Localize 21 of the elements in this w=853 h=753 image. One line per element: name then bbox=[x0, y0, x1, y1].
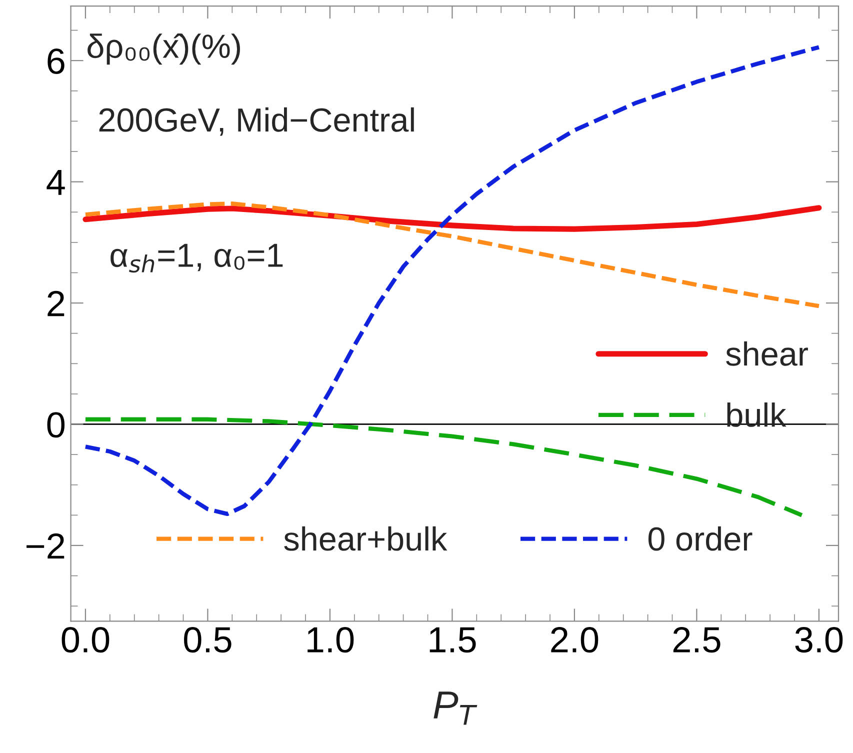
y-tick-label: 4 bbox=[46, 170, 65, 195]
legend-label: shear bbox=[726, 341, 808, 366]
annotation: 200GeV, Mid−Central bbox=[99, 107, 414, 136]
x-tick-label: 0.0 bbox=[62, 627, 110, 653]
y-tick-label: 2 bbox=[48, 290, 64, 316]
y-tick-label: −2 bbox=[26, 533, 64, 559]
y-tick-label: 6 bbox=[48, 48, 64, 74]
annotation: α$_{sh}$=1, α₀=1 bbox=[110, 244, 283, 273]
x-tick-label: 1.5 bbox=[430, 627, 476, 653]
x-tick-label: 2.0 bbox=[551, 627, 598, 653]
annotation: δρ₀₀(x̂)(%) bbox=[88, 33, 240, 65]
x-axis-title: P$_{T}$ bbox=[434, 692, 478, 725]
x-tick-label: 0.5 bbox=[184, 627, 232, 653]
y-tick-label: 0 bbox=[47, 412, 65, 438]
x-tick-label: 1.0 bbox=[308, 627, 354, 653]
legend-label: shear+bulk bbox=[284, 526, 448, 551]
line-series bbox=[83, 202, 822, 308]
legend-label: bulk bbox=[727, 402, 786, 427]
x-tick-label: 3.0 bbox=[795, 627, 843, 653]
legend-label: 0 order bbox=[648, 526, 752, 551]
x-tick-label: 2.5 bbox=[673, 627, 720, 653]
